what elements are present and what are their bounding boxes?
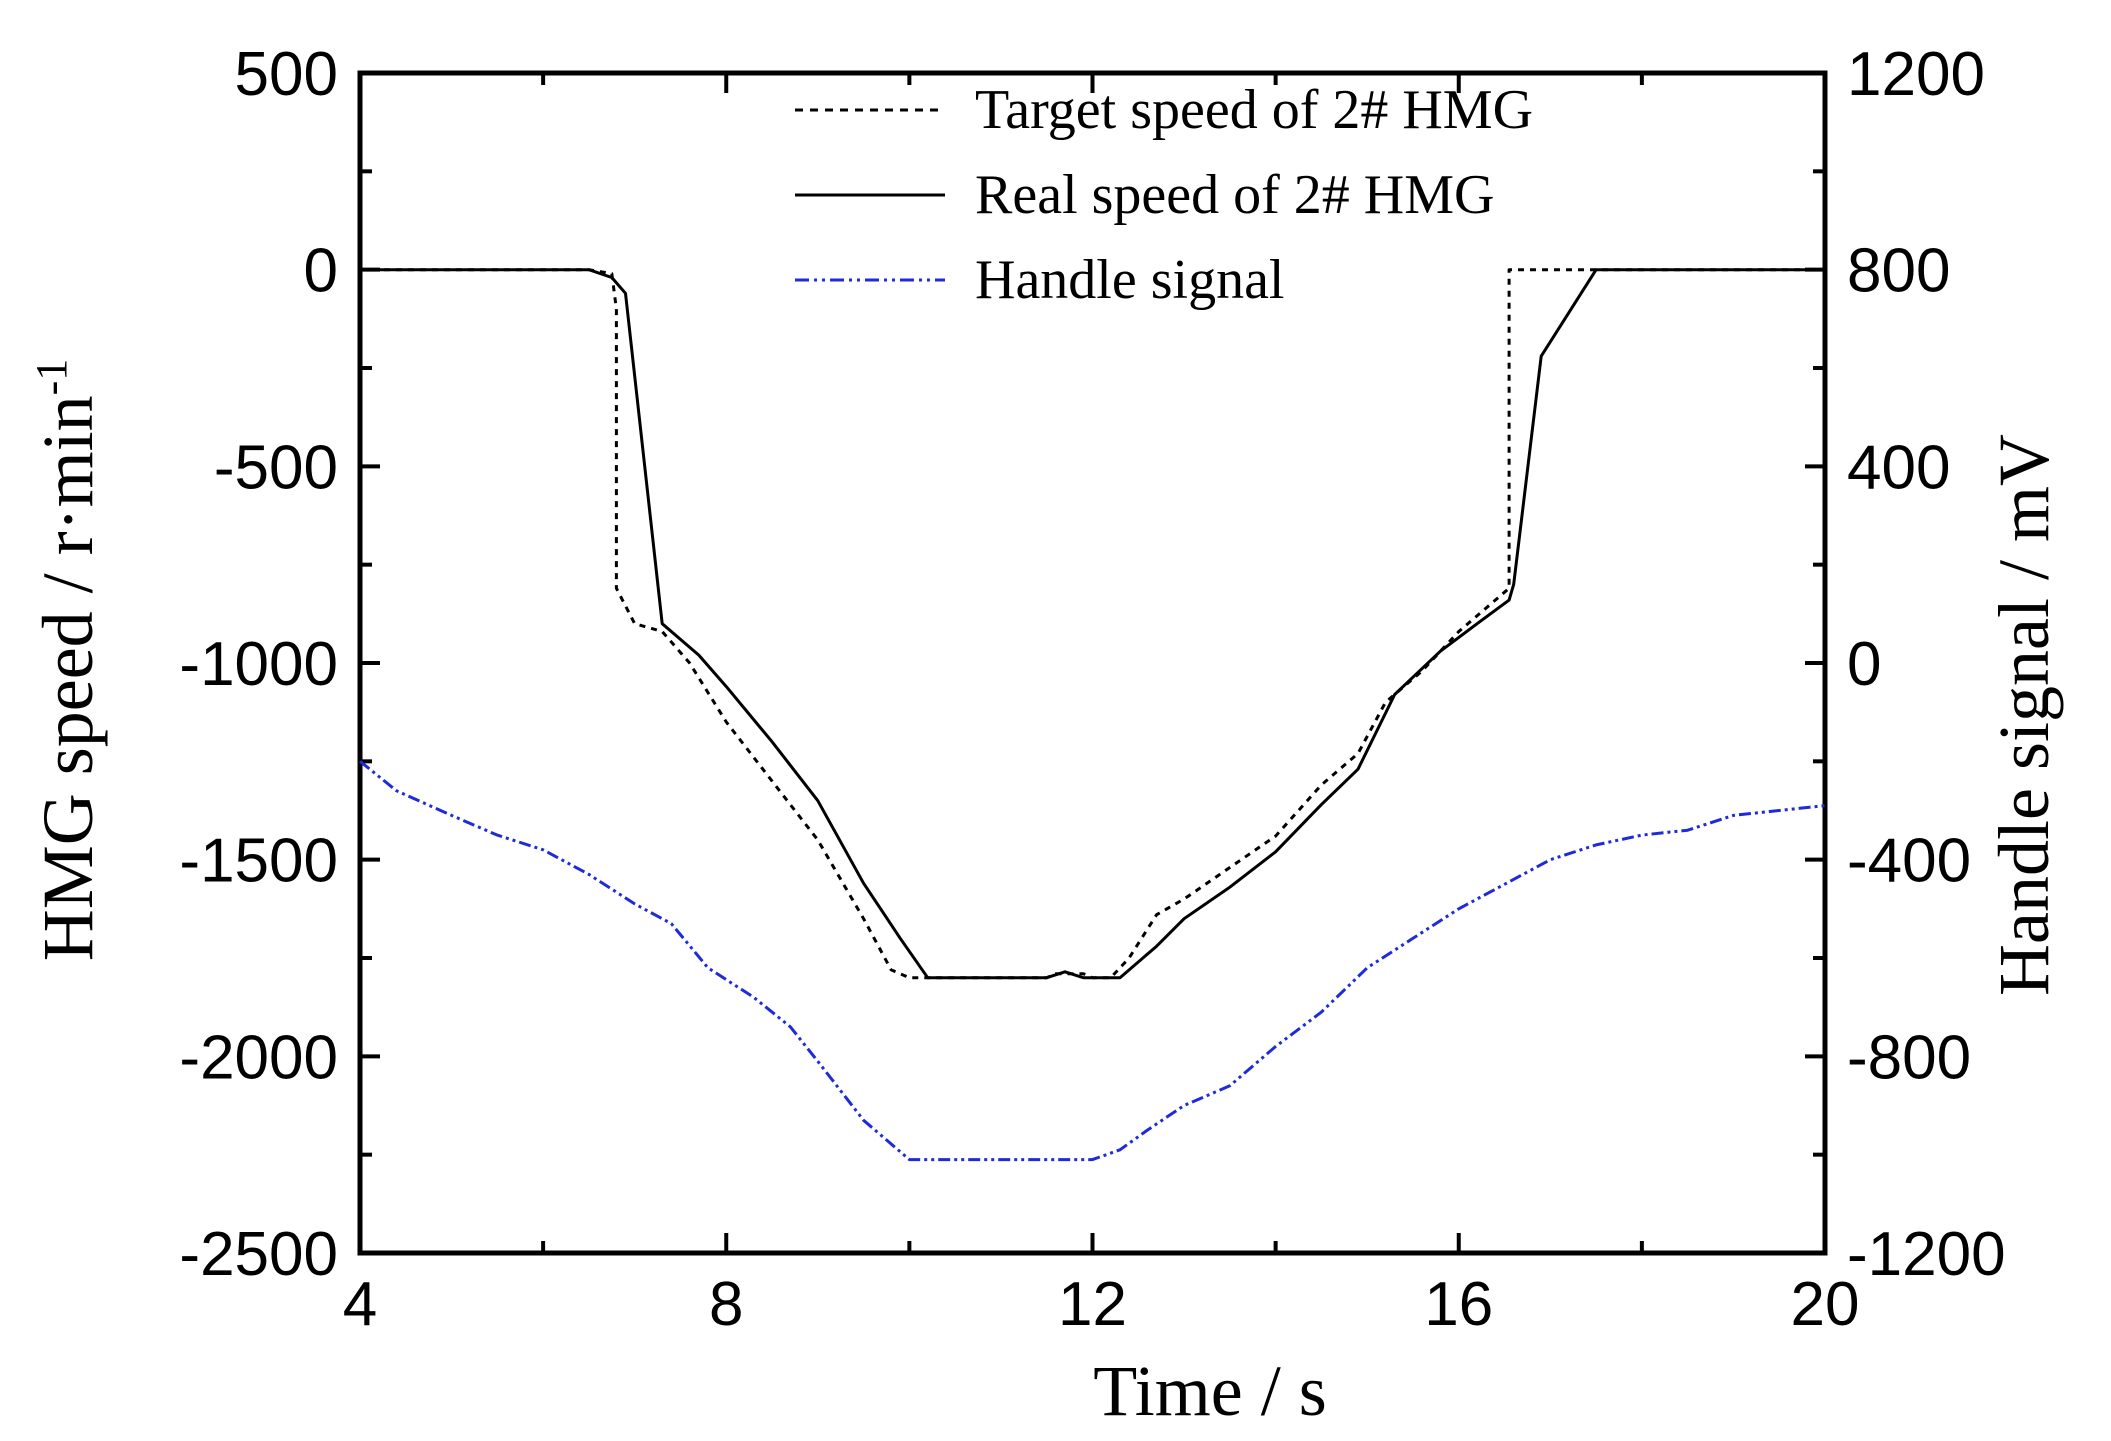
x-axis-title: Time / s [1093, 1351, 1326, 1431]
x-tick-label: 12 [1058, 1270, 1127, 1339]
x-tick-label: 20 [1791, 1270, 1860, 1339]
right-tick-label: -1200 [1847, 1220, 2006, 1289]
legend-label-target-speed: Target speed of 2# HMG [975, 79, 1533, 141]
right-tick-label: 0 [1847, 630, 1881, 699]
left-tick-label: -1500 [179, 827, 338, 896]
right-axis-tick-labels: 1200 800 400 0 -400 -800 -1200 [1847, 40, 2006, 1289]
left-tick-label: -2000 [179, 1023, 338, 1092]
left-tick-label: 0 [304, 237, 338, 306]
legend-label-real-speed: Real speed of 2# HMG [975, 164, 1494, 226]
right-tick-label: 1200 [1847, 40, 1985, 109]
series-real-speed-line [360, 268, 1825, 980]
right-tick-label: -400 [1847, 827, 1971, 896]
x-axis-tick-labels: 4 8 12 16 20 [343, 1270, 1860, 1339]
series-handle-signal-line [359, 760, 1826, 1162]
y-left-axis-title: HMG speed / r·min-1 [27, 359, 108, 962]
y-right-axis-title: Handle signal / mV [1984, 434, 2064, 996]
left-axis-tick-labels: 500 0 -500 -1000 -1500 -2000 -2500 [179, 40, 338, 1289]
left-tick-label: 500 [235, 40, 338, 109]
y-left-axis-title-superscript: -1 [27, 359, 76, 396]
x-tick-label: 8 [709, 1270, 743, 1339]
x-tick-label: 16 [1424, 1270, 1493, 1339]
left-tick-label: -2500 [179, 1220, 338, 1289]
left-tick-label: -1000 [179, 630, 338, 699]
series-lines [359, 268, 1826, 1162]
series-target-speed-line [360, 268, 1825, 980]
x-tick-label: 4 [343, 1270, 377, 1339]
axis-ticks [358, 71, 1827, 1255]
legend-label-handle-signal: Handle signal [975, 249, 1284, 311]
y-left-axis-title-main: HMG speed / r·min [28, 395, 108, 961]
left-tick-label: -500 [214, 433, 338, 502]
right-tick-label: 800 [1847, 237, 1950, 306]
right-tick-label: 400 [1847, 433, 1950, 502]
legend: Target speed of 2# HMG Real speed of 2# … [795, 79, 1533, 311]
right-tick-label: -800 [1847, 1023, 1971, 1092]
